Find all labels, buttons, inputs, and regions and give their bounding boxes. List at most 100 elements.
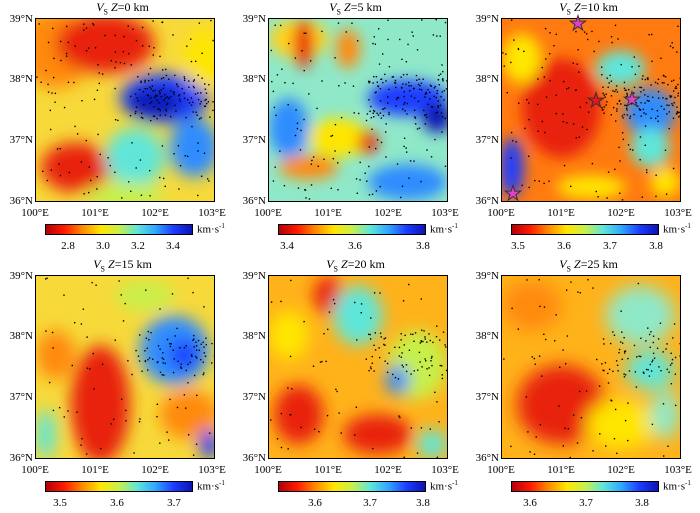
event-dot	[651, 361, 653, 363]
event-dot	[168, 439, 170, 441]
title-sub: S	[333, 264, 338, 274]
event-dot	[354, 301, 356, 304]
event-dot	[153, 47, 155, 49]
event-dot	[148, 357, 151, 359]
event-dot	[190, 38, 192, 40]
event-dot	[645, 340, 647, 342]
unit-text: km·s	[197, 223, 219, 236]
event-dot	[610, 36, 613, 38]
lon-label: 102°E	[374, 464, 402, 476]
event-dot	[192, 291, 194, 294]
event-dot	[183, 97, 186, 100]
event-dot	[579, 292, 582, 294]
lat-label: 37°N	[242, 134, 266, 146]
event-dot	[646, 99, 649, 102]
colorbar-unit: km·s-1	[197, 479, 225, 493]
title-eq: Z	[111, 0, 118, 14]
lat-label: 39°N	[475, 13, 499, 25]
lon-label: 101°E	[81, 464, 109, 476]
event-dot	[420, 427, 423, 429]
event-dot	[304, 189, 306, 191]
colorbar	[278, 481, 426, 492]
event-dot	[663, 108, 665, 110]
event-dot	[166, 96, 169, 98]
event-dot	[209, 116, 211, 118]
unit-exp: -1	[452, 479, 458, 487]
event-dot	[655, 195, 657, 198]
event-dot	[402, 300, 405, 302]
event-dot	[179, 164, 182, 167]
event-dot	[639, 355, 642, 358]
event-dot	[576, 442, 579, 444]
event-dot	[398, 346, 401, 349]
event-dot	[130, 95, 132, 98]
panel-z10: VS Z=10 km ★ ★ ★ ★ 39°N 38°N 37°N 36°N 1…	[466, 0, 696, 255]
event-dot	[100, 447, 102, 450]
colorbar	[511, 481, 659, 492]
event-dot	[660, 57, 662, 59]
lat-label: 38°N	[242, 330, 266, 342]
event-dot	[317, 165, 319, 167]
event-dot	[140, 194, 143, 196]
event-dot	[435, 19, 437, 21]
event-dot	[612, 370, 614, 373]
event-dot	[602, 369, 604, 372]
event-dot	[442, 70, 444, 73]
event-dot	[652, 341, 654, 344]
unit-exp: -1	[685, 222, 691, 230]
event-dot	[436, 325, 438, 327]
event-dot	[615, 360, 618, 362]
event-dot	[160, 95, 162, 98]
event-dot	[191, 355, 193, 358]
event-dot	[167, 97, 170, 99]
event-dot	[414, 117, 417, 119]
event-dot	[301, 50, 303, 52]
title-eq: Z	[344, 0, 351, 14]
event-dot	[652, 96, 654, 99]
event-dot	[677, 92, 680, 94]
title-sub: S	[100, 264, 105, 274]
event-dot	[626, 107, 628, 110]
event-dot	[534, 179, 536, 182]
lon-label: 102°E	[607, 207, 635, 219]
event-dot	[641, 196, 643, 198]
event-dot	[97, 133, 99, 136]
event-dot	[300, 426, 302, 429]
lat-label: 36°N	[242, 452, 266, 464]
event-dot	[543, 182, 545, 185]
event-dot	[435, 96, 438, 99]
event-dot	[538, 279, 540, 281]
event-dot	[383, 343, 385, 346]
event-dot	[413, 370, 415, 372]
event-dot	[678, 111, 680, 114]
lat-label: 36°N	[242, 195, 266, 207]
event-dot	[172, 371, 175, 374]
colorbar-tick: 3.0	[96, 240, 110, 252]
event-dot	[204, 88, 207, 90]
event-dot	[131, 142, 133, 144]
event-dot	[185, 116, 187, 119]
event-dot	[436, 111, 439, 113]
event-dot	[539, 305, 541, 308]
panel-title: VS Z=25 km	[496, 257, 681, 276]
event-dot	[308, 93, 310, 95]
title-eq: Z	[574, 0, 581, 14]
event-dot	[555, 314, 557, 316]
event-dot	[422, 340, 424, 343]
event-dot	[367, 333, 370, 336]
event-dot	[109, 164, 111, 167]
event-dot	[154, 96, 156, 99]
event-dot	[372, 82, 374, 84]
event-dot	[434, 391, 436, 394]
event-dot	[58, 406, 61, 409]
event-dot	[165, 108, 167, 110]
event-dot	[610, 114, 612, 116]
event-dot	[151, 100, 153, 103]
lon-label: 100°E	[254, 464, 282, 476]
event-dot	[134, 93, 137, 95]
event-dot	[101, 363, 104, 365]
event-dot	[405, 370, 408, 373]
event-dot	[617, 38, 619, 40]
event-dot	[401, 185, 404, 187]
event-dot	[666, 343, 668, 345]
